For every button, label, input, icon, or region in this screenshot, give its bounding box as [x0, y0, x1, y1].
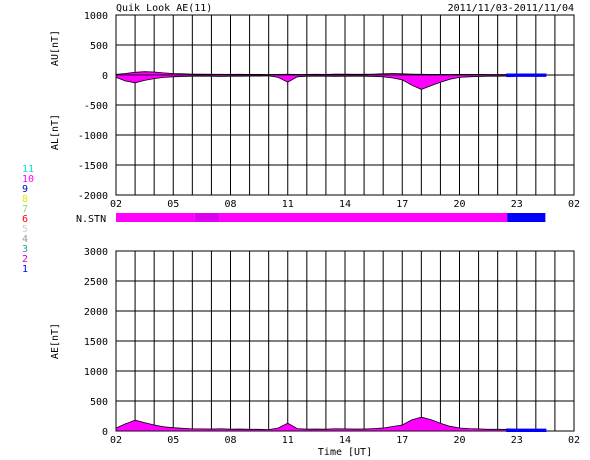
x-tick-label: 02 [568, 435, 580, 446]
y-tick-label: -2000 [78, 191, 108, 202]
x-tick-label: 23 [511, 199, 523, 210]
x-tick-label: 08 [224, 199, 236, 210]
y-tick-label: 1000 [84, 11, 108, 22]
x-tick-label: 05 [167, 435, 179, 446]
nstn-segment [116, 213, 195, 222]
x-tick-label: 17 [396, 199, 408, 210]
x-tick-label: 05 [167, 199, 179, 210]
y-tick-label: 0 [102, 427, 108, 438]
y-tick-label: 1000 [84, 367, 108, 378]
y-tick-label: 500 [90, 41, 108, 52]
legend-station-3: 3 [22, 244, 28, 255]
x-tick-label: 11 [282, 435, 294, 446]
date-range: 2011/11/03-2011/11/04 [448, 3, 574, 14]
y-tick-label: -500 [84, 101, 108, 112]
y-tick-label: 1500 [84, 337, 108, 348]
x-tick-label: 14 [339, 435, 351, 446]
legend-station-4: 4 [22, 234, 28, 245]
nstn-bar [116, 213, 546, 222]
nstn-segment [507, 213, 546, 222]
x-tick-label: 23 [511, 435, 523, 446]
x-tick-label: 14 [339, 199, 351, 210]
legend-station-8: 8 [22, 194, 28, 205]
y-tick-label: -1500 [78, 161, 108, 172]
series-au-area [115, 71, 546, 76]
legend-station-5: 5 [22, 224, 28, 235]
legend-station-10: 10 [22, 174, 34, 185]
series-ae-tail [506, 428, 547, 432]
y-tick-label: 3000 [84, 247, 108, 258]
legend-station-2: 2 [22, 254, 28, 265]
y-tick-label: 2000 [84, 307, 108, 318]
legend-station-9: 9 [22, 184, 28, 195]
x-tick-label: 02 [110, 435, 122, 446]
x-tick-label: 20 [453, 199, 465, 210]
series-ae-area [115, 416, 546, 432]
nstn-segment [219, 213, 508, 222]
plot-frame [115, 14, 575, 196]
ae-axis-label: AE[nT] [50, 323, 61, 359]
y-tick-label: 500 [90, 397, 108, 408]
x-tick-label: 11 [282, 199, 294, 210]
y-tick-label: 2500 [84, 277, 108, 288]
y-tick-label: -1000 [78, 131, 108, 142]
x-axis-label: Time [UT] [318, 447, 372, 458]
legend-station-1: 1 [22, 264, 28, 275]
x-tick-label: 02 [568, 199, 580, 210]
legend-station-7: 7 [22, 204, 28, 215]
nstn-segment [194, 213, 220, 222]
x-tick-label: 17 [396, 435, 408, 446]
al-axis-label: AL[nT] [50, 114, 61, 150]
y-tick-label: 0 [102, 71, 108, 82]
chart-title: Quik Look AE(11) [116, 3, 212, 14]
series-al-tail [506, 74, 547, 78]
x-tick-label: 20 [453, 435, 465, 446]
x-tick-label: 02 [110, 199, 122, 210]
legend-station-11: 11 [22, 164, 34, 175]
series-al-area [115, 74, 546, 90]
x-tick-label: 08 [224, 435, 236, 446]
legend-station-6: 6 [22, 214, 28, 225]
au-axis-label: AU[nT] [50, 30, 61, 66]
nstn-label: N.STN [76, 214, 106, 225]
